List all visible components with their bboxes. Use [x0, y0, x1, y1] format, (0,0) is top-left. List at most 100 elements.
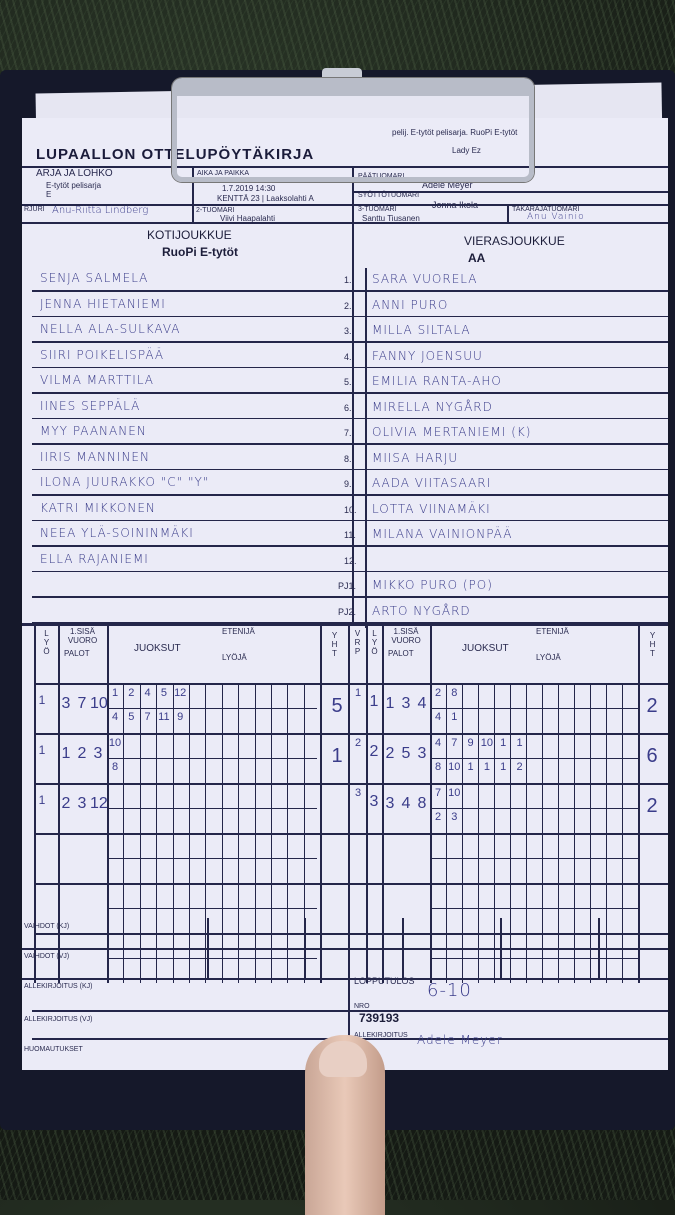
- cell-col: [271, 683, 272, 983]
- inning-total: 5: [331, 695, 343, 717]
- etenija-header-away: ETENIJÄ: [536, 627, 569, 636]
- roster-line: [32, 519, 668, 521]
- away-player-number: 9.: [344, 479, 352, 489]
- grid-col-line: [348, 623, 350, 983]
- home-player-name: ILONA JUURAKKO "C" "Y": [40, 475, 210, 489]
- inning-total: 6: [646, 745, 658, 767]
- cell-col: [205, 683, 207, 983]
- cell-line: [107, 858, 317, 859]
- grid-top-line: [22, 623, 668, 626]
- ref3: Santtu Tiusanen: [362, 214, 420, 223]
- palot-value: 4: [417, 695, 427, 712]
- ref3-label: 3-TUOMARI: [358, 206, 397, 213]
- lyoja-header: LYÖJÄ: [222, 653, 247, 662]
- run-bottom-value: 9: [177, 711, 184, 723]
- juoksut-header: JUOKSUT: [134, 643, 181, 654]
- inning-line: [34, 683, 668, 685]
- palot-header-away: PALOT: [388, 649, 414, 658]
- cell-col: [574, 683, 575, 983]
- footer-col: [207, 918, 209, 978]
- away-player-number: 10.: [344, 504, 357, 515]
- referee-signature: Adele Meyer: [417, 1033, 503, 1047]
- lady-text: Lady Ez: [452, 146, 481, 155]
- pitch-ref-label: SYÖTTÖTUOMARI: [358, 192, 420, 199]
- away-sign-label: ALLEKIRJOITUS (VJ): [24, 1016, 93, 1023]
- cell-line: [107, 733, 317, 734]
- cell-line: [107, 683, 317, 684]
- away-player-name: MIRELLA NYGÅRD: [372, 399, 493, 414]
- away-player-name: LOTTA VIINAMÄKI: [372, 501, 491, 516]
- inning-line: [34, 933, 668, 935]
- cell-col: [446, 683, 447, 983]
- venue: KENTTÄ 23 | Laaksolahti A: [217, 194, 314, 203]
- away-player-name: MILANA VAINIONPÄÄ: [372, 527, 513, 541]
- ref2-label: 2-TUOMARI: [196, 207, 235, 214]
- grid-col-line: [58, 623, 60, 983]
- palot-value: 3: [77, 795, 87, 812]
- palot-value: 3: [385, 795, 395, 812]
- palot-value: 3: [93, 745, 103, 762]
- inning-line: [34, 883, 668, 885]
- run-bottom-value: 8: [434, 761, 442, 773]
- run-top-value: 4: [144, 687, 151, 699]
- home-player-name: VILMA MARTTILA: [40, 373, 154, 387]
- lyo-header-away: LYÖ: [371, 629, 378, 656]
- run-bottom-value: 3: [451, 811, 458, 823]
- roster-line: [32, 494, 668, 496]
- lyo-value: 1: [369, 693, 379, 710]
- run-top-value: 1: [500, 737, 507, 749]
- run-bottom-value: 1: [451, 711, 458, 723]
- run-bottom-value: 5: [128, 711, 135, 723]
- palot-value: 10: [90, 695, 108, 712]
- run-top-value: 1: [516, 737, 523, 749]
- home-label: KOTIJOUKKUE: [147, 228, 232, 242]
- number-label: NRO: [354, 1003, 370, 1010]
- palot-value: 12: [90, 795, 108, 812]
- home-player-name: ELLA RAJANIEMI: [40, 551, 149, 566]
- head-ref: Adele Meyer: [422, 180, 473, 190]
- run-bottom-value: 1: [483, 761, 490, 773]
- palot-value: 3: [61, 695, 71, 712]
- away-player-number: 12.: [344, 555, 357, 566]
- run-bottom-value: 1: [467, 761, 474, 773]
- clipboard-clip[interactable]: [172, 78, 534, 182]
- roster-line: [32, 417, 668, 419]
- cell-line: [430, 708, 638, 709]
- away-player-number: 5.: [344, 377, 352, 387]
- cell-line: [430, 833, 638, 834]
- home-player-name: KATRI MIKKONEN: [40, 500, 156, 515]
- run-top-value: 10: [480, 737, 494, 749]
- roster-line: [32, 570, 668, 572]
- palot-value: 3: [417, 745, 427, 762]
- cell-line: [107, 758, 317, 759]
- footer-col: [304, 918, 306, 978]
- yht-header: YHT: [331, 631, 338, 658]
- palot-value: 5: [401, 745, 411, 762]
- cell-line: [107, 908, 317, 909]
- away-player-number: 3.: [344, 326, 352, 336]
- footer-col: [500, 918, 502, 978]
- away-player-name: ANNI PURO: [372, 297, 449, 312]
- roster-line: [32, 290, 668, 292]
- cell-line: [430, 908, 638, 909]
- palot-value: 2: [385, 745, 395, 762]
- away-team: AA: [468, 251, 486, 265]
- away-player-name: MIISA HARJU: [372, 450, 459, 465]
- date-time: 1.7.2019 14:30: [222, 184, 276, 193]
- run-bottom-value: 1: [500, 761, 507, 773]
- roster-divider: [365, 268, 367, 628]
- away-player-number: 8.: [344, 453, 352, 464]
- away-player-name: MIKKO PURO (PO): [372, 578, 493, 592]
- finger: [305, 1035, 385, 1215]
- cell-col: [510, 683, 511, 983]
- inning-line: [34, 783, 668, 785]
- cell-col: [558, 683, 559, 983]
- cell-col: [590, 683, 591, 983]
- run-bottom-value: 10: [448, 761, 461, 773]
- palot-value: 1: [61, 745, 71, 762]
- run-top-value: 9: [467, 737, 474, 749]
- palot-value: 3: [401, 695, 411, 712]
- home-player-name: IINES SEPPÄLÄ: [40, 398, 141, 413]
- grid-col-line: [430, 623, 432, 983]
- run-bottom-value: 7: [144, 711, 151, 723]
